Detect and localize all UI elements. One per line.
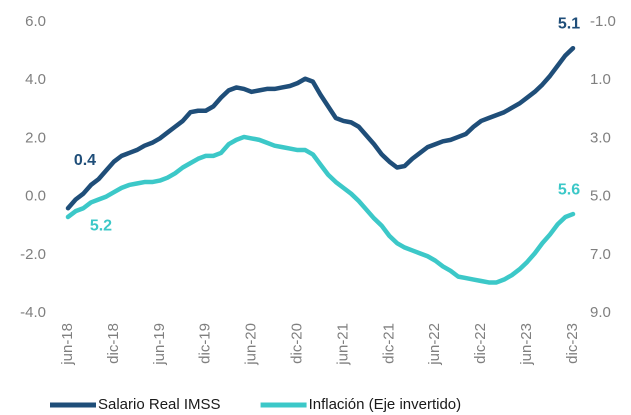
legend-label: Inflación (Eje invertido)	[309, 396, 462, 413]
x-tick-label: dic-19	[197, 323, 214, 364]
y2-tick-label: 7.0	[590, 246, 611, 263]
y-tick-label: 0.0	[25, 188, 46, 205]
y2-tick-label: 3.0	[590, 129, 611, 146]
y2-tick-label: -1.0	[590, 13, 616, 30]
legend-label: Salario Real IMSS	[98, 396, 221, 413]
value-label: 0.4	[74, 152, 96, 169]
x-tick-label: dic-23	[564, 323, 581, 364]
x-tick-label: jun-23	[518, 323, 535, 366]
series-line	[65, 45, 576, 211]
y2-tick-label: 9.0	[590, 304, 611, 321]
x-tick-label: dic-21	[380, 323, 397, 364]
x-tick-label: jun-22	[426, 323, 443, 366]
y2-tick-label: 1.0	[590, 71, 611, 88]
value-label: 5.1	[558, 15, 580, 32]
x-tick-label: dic-18	[105, 323, 122, 364]
y2-tick-label: 5.0	[590, 188, 611, 205]
x-tick-label: jun-19	[151, 323, 168, 366]
y-tick-label: -4.0	[20, 304, 46, 321]
y-tick-label: -2.0	[20, 246, 46, 263]
x-tick-label: dic-22	[472, 323, 489, 364]
x-tick-label: dic-20	[289, 323, 306, 364]
x-tick-label: jun-18	[59, 323, 76, 366]
series-line	[65, 134, 576, 285]
value-label: 5.6	[558, 181, 580, 198]
x-tick-label: jun-20	[243, 323, 260, 366]
y-tick-label: 6.0	[25, 13, 46, 30]
y-tick-label: 2.0	[25, 129, 46, 146]
value-label: 5.2	[90, 218, 112, 235]
x-tick-label: jun-21	[334, 323, 351, 366]
y-tick-label: 4.0	[25, 71, 46, 88]
